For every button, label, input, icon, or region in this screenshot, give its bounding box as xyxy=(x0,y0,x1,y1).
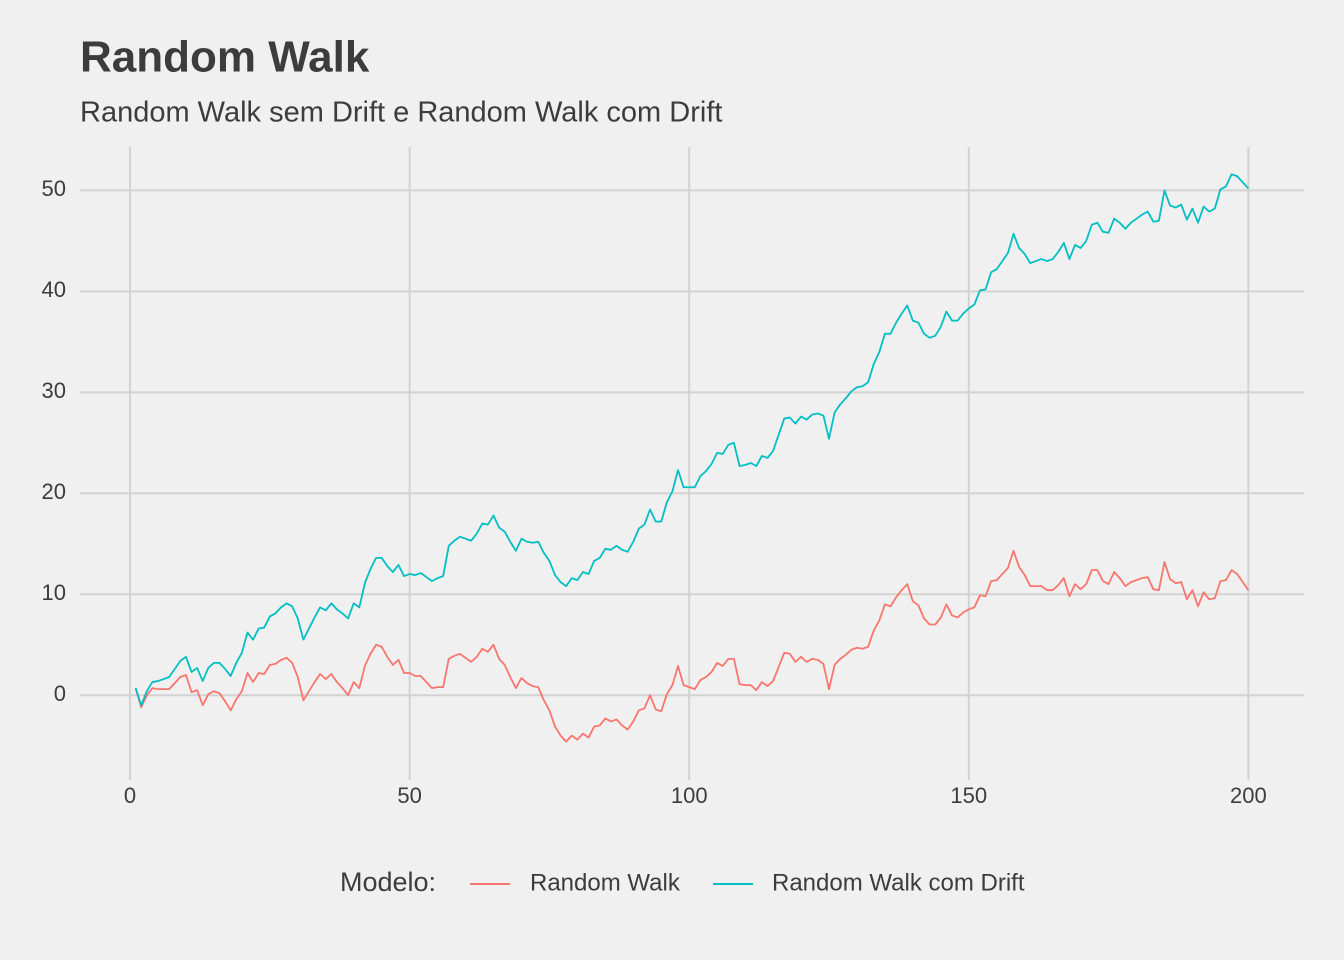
y-tick-label: 30 xyxy=(42,378,66,403)
x-tick-label: 200 xyxy=(1230,783,1267,808)
legend-label: Random Walk com Drift xyxy=(772,869,1025,896)
x-tick-label: 50 xyxy=(397,783,421,808)
series-line xyxy=(134,173,1250,707)
legend: Modelo: Random Walk Random Walk com Drift xyxy=(340,867,1025,897)
y-tick-label: 0 xyxy=(54,681,66,706)
x-tick-label: 150 xyxy=(950,783,987,808)
y-tick-label: 40 xyxy=(42,277,66,302)
x-tick-label: 0 xyxy=(124,783,136,808)
legend-label: Random Walk xyxy=(530,869,681,896)
lines xyxy=(134,173,1250,743)
chart-title: Random Walk xyxy=(80,33,370,82)
y-tick-label: 50 xyxy=(42,176,66,201)
y-tick-label: 20 xyxy=(42,479,66,504)
series-line xyxy=(134,549,1250,743)
chart-subtitle: Random Walk sem Drift e Random Walk com … xyxy=(80,97,722,129)
grid: 0 10 20 30 40 50 0 50 100 150 200 xyxy=(42,147,1304,808)
x-tick-label: 100 xyxy=(671,783,708,808)
legend-title: Modelo: xyxy=(340,867,436,897)
y-tick-label: 10 xyxy=(42,580,66,605)
